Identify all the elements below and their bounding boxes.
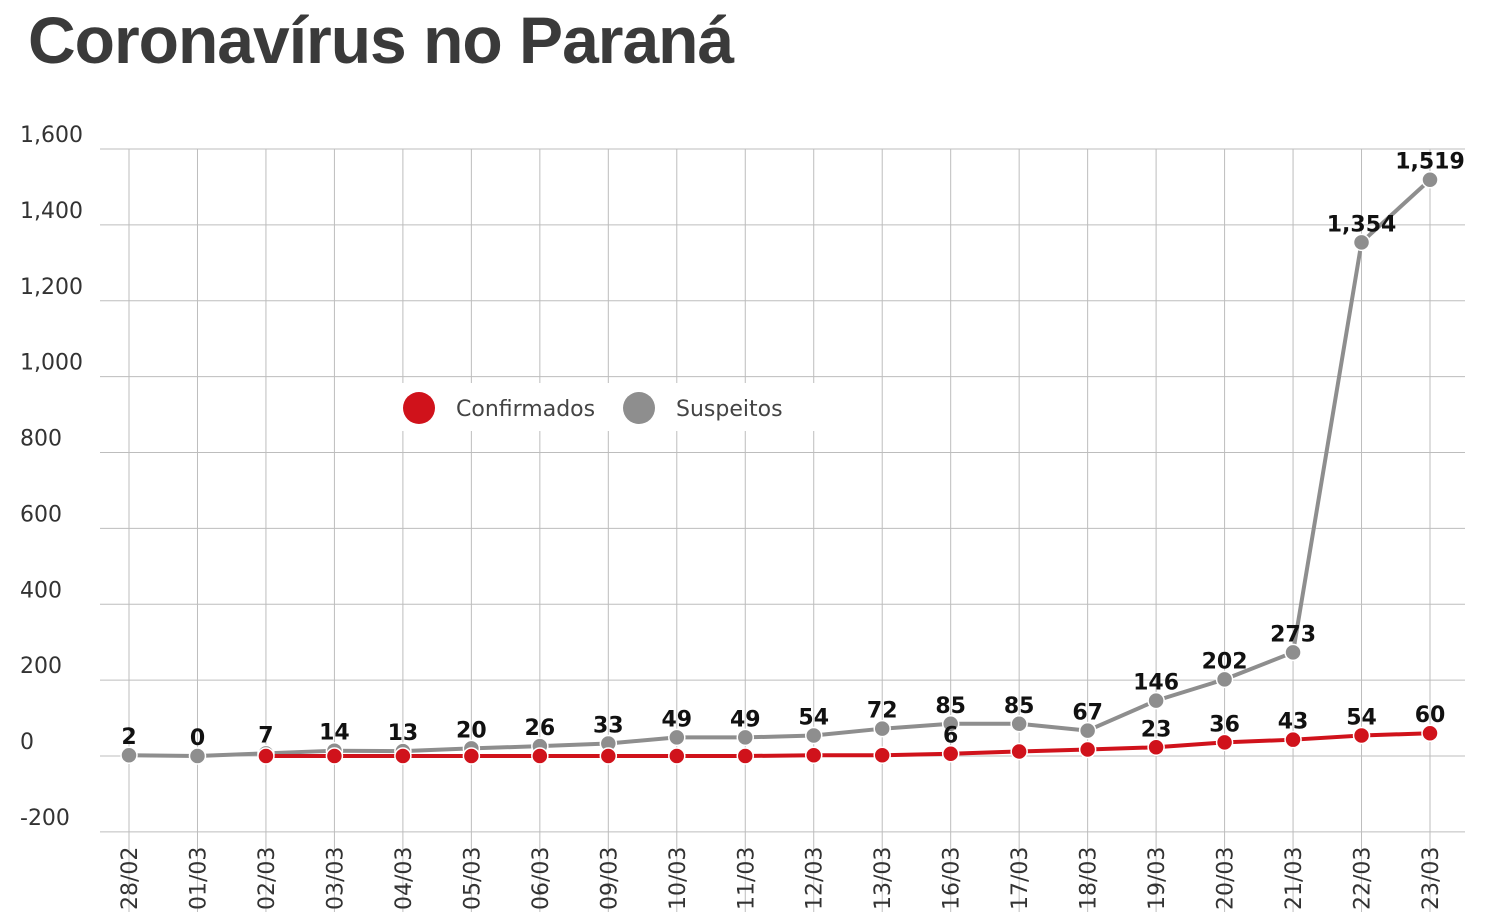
series-line-suspeitos [128, 178, 1432, 758]
x-tick-label: 12/03 [803, 847, 828, 910]
x-tick-label: 16/03 [940, 847, 965, 910]
data-label: 85 [935, 694, 966, 719]
data-point [599, 747, 618, 765]
data-point [804, 746, 823, 764]
y-tick-label: 600 [20, 502, 62, 527]
x-tick-label: 01/03 [186, 847, 211, 910]
data-point [736, 728, 755, 747]
data-label: 26 [525, 716, 556, 741]
data-point [1078, 721, 1097, 740]
data-point [462, 747, 481, 765]
x-tick-label: 20/03 [1214, 847, 1239, 910]
y-tick-label: 0 [20, 730, 34, 755]
data-label: 2 [121, 725, 136, 750]
legend-label: Confirmados [456, 397, 595, 422]
data-point [1215, 733, 1234, 752]
data-point [1215, 670, 1234, 689]
data-point [257, 747, 275, 765]
data-point [1078, 740, 1097, 759]
x-tick-label: 19/03 [1145, 847, 1170, 910]
x-tick-label: 06/03 [529, 847, 554, 910]
data-point [1284, 643, 1302, 662]
x-tick-label: 17/03 [1008, 847, 1033, 910]
data-label: 33 [593, 713, 624, 738]
data-label: 14 [319, 721, 350, 746]
data-point [941, 715, 960, 733]
legend-label: Suspeitos [676, 397, 783, 422]
data-label: 43 [1278, 710, 1309, 735]
legend-marker [403, 392, 435, 424]
data-point [873, 746, 891, 764]
y-tick-label: 1,600 [20, 123, 83, 148]
data-label: 146 [1133, 671, 1179, 696]
data-point [1147, 691, 1165, 710]
x-tick-label: 21/03 [1282, 847, 1307, 910]
data-point [1421, 170, 1439, 189]
x-tick-label: 13/03 [871, 847, 896, 910]
data-point [668, 728, 686, 747]
data-point [120, 746, 138, 764]
x-tick-label: 18/03 [1077, 847, 1102, 910]
data-label: 54 [798, 706, 829, 731]
data-point [941, 744, 960, 763]
x-tick-label: 28/02 [118, 847, 143, 910]
data-point [1284, 730, 1302, 749]
data-label: 85 [1004, 694, 1035, 719]
y-tick-label: -200 [20, 806, 70, 831]
data-point [394, 747, 412, 765]
y-tick-label: 800 [20, 427, 62, 452]
data-point [531, 747, 549, 765]
x-tick-label: 05/03 [460, 847, 485, 910]
x-tick-label: 09/03 [597, 847, 622, 910]
data-point [1421, 724, 1439, 742]
y-tick-label: 200 [20, 654, 62, 679]
data-label: 49 [730, 707, 761, 732]
data-label: 67 [1072, 701, 1103, 726]
data-point [1010, 715, 1028, 733]
data-label: 49 [661, 707, 692, 732]
data-point [325, 747, 344, 765]
data-point [736, 747, 755, 765]
y-tick-label: 400 [20, 578, 62, 603]
data-label: 6 [943, 724, 958, 749]
data-label: 1,519 [1395, 150, 1465, 175]
chart-title: Coronavírus no Paraná [28, 3, 734, 77]
data-label: 36 [1209, 712, 1240, 737]
data-label: 7 [258, 723, 273, 748]
y-tick-label: 1,000 [20, 351, 83, 376]
data-point [873, 719, 891, 738]
data-label: 1,354 [1327, 212, 1397, 237]
data-point [1352, 726, 1371, 745]
data-point [1352, 233, 1371, 252]
y-tick-label: 1,400 [20, 199, 83, 224]
x-tick-label: 11/03 [734, 847, 759, 910]
data-label: 20 [456, 718, 487, 743]
legend-background [395, 383, 820, 431]
data-label: 273 [1270, 622, 1316, 647]
x-tick-label: 23/03 [1419, 847, 1444, 910]
x-tick-label: 22/03 [1351, 847, 1376, 910]
x-tick-label: 03/03 [323, 847, 348, 910]
data-point [1010, 742, 1028, 761]
data-point [1147, 738, 1165, 757]
legend-marker [623, 392, 655, 424]
data-point [188, 747, 207, 765]
data-label: 13 [388, 721, 419, 746]
y-tick-label: 1,200 [20, 275, 83, 300]
data-point [804, 726, 823, 745]
data-point [668, 747, 686, 765]
data-label: 60 [1415, 703, 1446, 728]
data-label: 0 [190, 726, 205, 751]
x-tick-label: 04/03 [392, 847, 417, 910]
data-label: 23 [1141, 717, 1172, 742]
x-tick-label: 02/03 [255, 847, 280, 910]
data-label: 72 [867, 699, 898, 724]
data-label: 54 [1346, 706, 1377, 731]
data-label: 202 [1202, 649, 1248, 674]
series-line-confirmados [265, 731, 1431, 758]
x-tick-label: 10/03 [666, 847, 691, 910]
